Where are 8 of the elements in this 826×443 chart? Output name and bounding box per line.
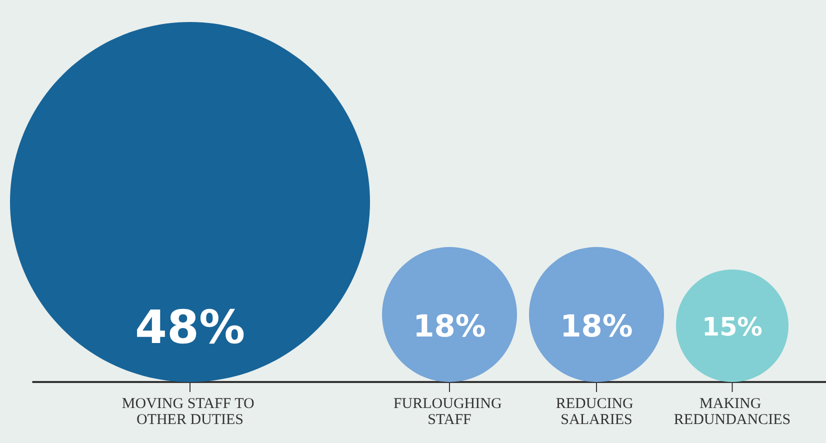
data-label: 18% (413, 310, 486, 344)
category-label: REDUCING SALARIES (556, 396, 638, 428)
data-label: 15% (702, 312, 763, 342)
category-label: FURLOUGHING STAFF (393, 396, 506, 428)
data-label: 18% (560, 310, 633, 344)
category-label: MOVING STAFF TO OTHER DUTIES (122, 396, 258, 428)
category-label: MAKING REDUNDANCIES (674, 396, 791, 428)
data-label: 48% (134, 300, 246, 354)
